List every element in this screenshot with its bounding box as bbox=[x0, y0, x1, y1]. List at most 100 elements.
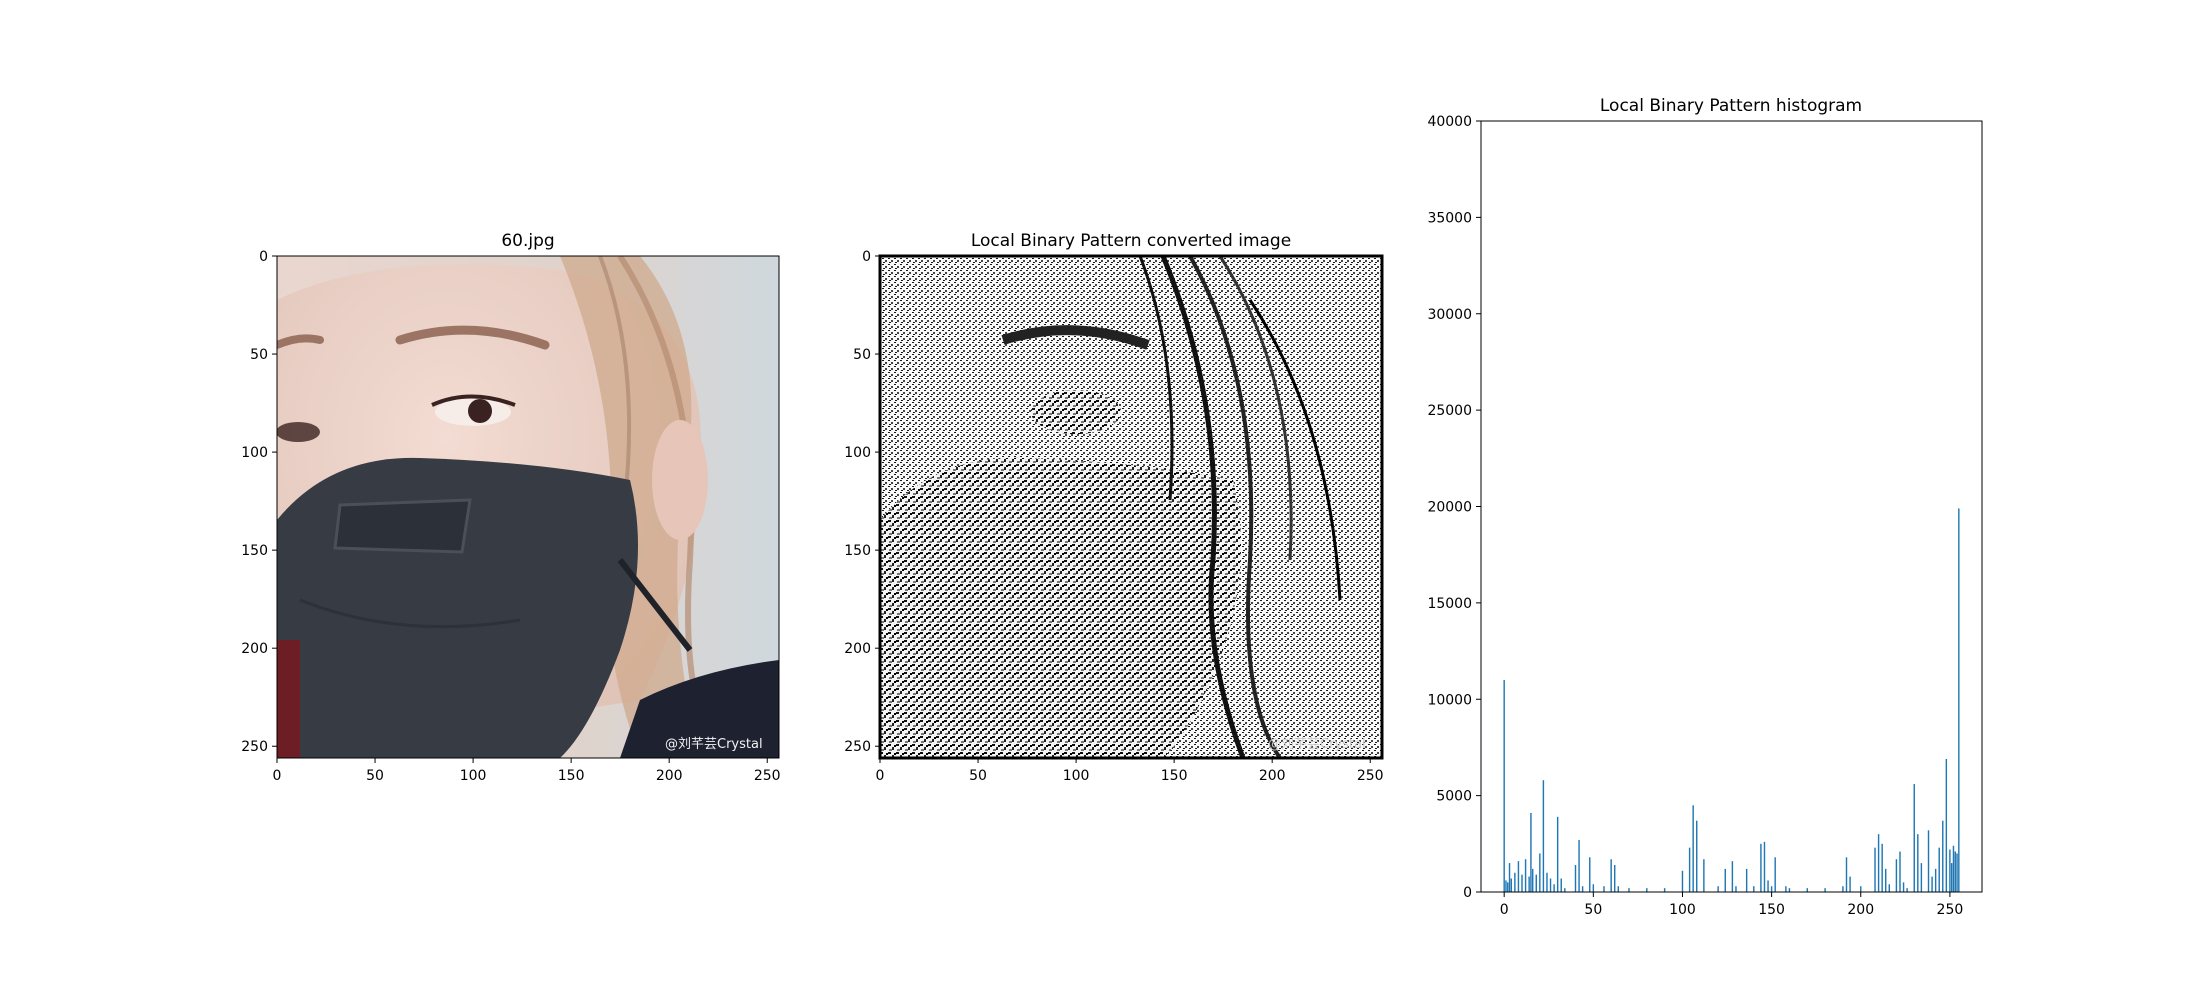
photo-watermark: @刘芊芸Crystal bbox=[665, 736, 763, 752]
histogram-bar bbox=[1954, 851, 1956, 892]
photo-y-tick-label: 200 bbox=[241, 641, 268, 657]
histogram-bar bbox=[1614, 865, 1616, 892]
photo-y-tick-label: 0 bbox=[259, 249, 268, 265]
panel-histogram: Local Binary Pattern histogram 0 50 100 150… bbox=[1427, 96, 1983, 918]
histogram-bar bbox=[1581, 886, 1584, 892]
photo-title: 60.jpg bbox=[501, 231, 554, 251]
histogram-axes-frame bbox=[1480, 120, 1983, 893]
histogram-x-tick-label: 50 bbox=[1584, 902, 1602, 918]
histogram-bar bbox=[1646, 888, 1648, 892]
photo-y-tick-label: 50 bbox=[250, 347, 268, 363]
photo-y-ticks: 0 50 100 150 200 250 bbox=[241, 249, 277, 755]
histogram-bar bbox=[1824, 888, 1826, 892]
panel-lbp-image: Local Binary Pattern converted image @刘芊… bbox=[844, 231, 1383, 784]
histogram-bar bbox=[1931, 876, 1933, 892]
histogram-bar bbox=[1578, 839, 1580, 892]
histogram-bar bbox=[1950, 863, 1953, 892]
histogram-bar bbox=[1681, 870, 1684, 892]
histogram-bar bbox=[1617, 886, 1619, 892]
panel-original-photo: 60.jpg @刘芊芸Cry bbox=[241, 231, 780, 784]
histogram-y-tick-label: 10000 bbox=[1427, 692, 1472, 708]
histogram-title: Local Binary Pattern histogram bbox=[1600, 96, 1862, 116]
histogram-y-tick-label: 25000 bbox=[1427, 403, 1472, 419]
photo-x-tick-label: 250 bbox=[754, 768, 781, 784]
histogram-bar bbox=[1735, 886, 1737, 892]
histogram-bar bbox=[1539, 853, 1541, 892]
histogram-bar bbox=[1938, 847, 1940, 892]
histogram-bar bbox=[1628, 888, 1630, 892]
histogram-bar bbox=[1530, 812, 1532, 892]
histogram-y-tick-label: 20000 bbox=[1427, 500, 1472, 516]
lbp-x-tick-label: 100 bbox=[1063, 768, 1090, 784]
photo-x-tick-label: 150 bbox=[558, 768, 585, 784]
histogram-bar bbox=[1770, 886, 1773, 892]
histogram-bar bbox=[1902, 882, 1905, 892]
histogram-bar bbox=[1692, 805, 1694, 892]
histogram-x-tick-label: 0 bbox=[1500, 902, 1509, 918]
histogram-bar bbox=[1785, 886, 1787, 892]
photo-image: @刘芊芸Crystal bbox=[277, 256, 779, 758]
histogram-x-tick-label: 150 bbox=[1758, 902, 1785, 918]
lbp-y-tick-label: 250 bbox=[844, 739, 871, 755]
histogram-bar bbox=[1745, 868, 1748, 892]
histogram-bar bbox=[1521, 874, 1523, 892]
histogram-bar bbox=[1696, 820, 1698, 892]
histogram-bar bbox=[1528, 876, 1530, 892]
histogram-y-tick-label: 5000 bbox=[1436, 789, 1472, 805]
histogram-bar bbox=[1503, 679, 1505, 892]
histogram-bar bbox=[1877, 834, 1880, 892]
histogram-bar bbox=[1952, 845, 1955, 892]
histogram-bar bbox=[1906, 888, 1908, 892]
histogram-bar bbox=[1788, 888, 1791, 892]
histogram-bar bbox=[1589, 857, 1591, 892]
histogram-bar bbox=[1934, 868, 1937, 892]
histogram-bar bbox=[1556, 816, 1559, 892]
histogram-x-tick-label: 250 bbox=[1937, 902, 1964, 918]
histogram-bar bbox=[1753, 886, 1755, 892]
histogram-bar bbox=[1956, 853, 1958, 892]
photo-y-tick-label: 100 bbox=[241, 445, 268, 461]
histogram-bar bbox=[1774, 857, 1776, 892]
histogram-y-tick-label: 0 bbox=[1463, 885, 1472, 901]
lbp-y-tick-label: 150 bbox=[844, 543, 871, 559]
histogram-bar bbox=[1663, 888, 1666, 892]
lbp-y-tick-label: 0 bbox=[862, 249, 871, 265]
histogram-bar bbox=[1549, 878, 1552, 892]
histogram-bar bbox=[1885, 868, 1887, 892]
histogram-bar bbox=[1874, 847, 1876, 892]
histogram-bar bbox=[1860, 886, 1862, 892]
histogram-bar bbox=[1517, 861, 1520, 892]
histogram-bar bbox=[1899, 851, 1901, 892]
histogram-bar bbox=[1505, 880, 1507, 892]
histogram-bar bbox=[1763, 841, 1766, 892]
histogram-bars bbox=[1503, 508, 1960, 892]
histogram-x-tick-label: 100 bbox=[1669, 902, 1696, 918]
histogram-bar bbox=[1514, 872, 1516, 892]
histogram-y-tick-label: 35000 bbox=[1427, 210, 1472, 226]
lbp-x-tick-label: 200 bbox=[1259, 768, 1286, 784]
histogram-bar bbox=[1913, 784, 1915, 892]
lbp-image: @刘芊芸Crystal bbox=[880, 256, 1382, 758]
histogram-bar bbox=[1717, 886, 1719, 892]
histogram-bar bbox=[1760, 843, 1762, 892]
lbp-x-tick-label: 250 bbox=[1357, 768, 1384, 784]
histogram-bar bbox=[1888, 884, 1891, 892]
lbp-y-tick-label: 200 bbox=[844, 641, 871, 657]
lbp-y-ticks: 0 50 100 150 200 250 bbox=[844, 249, 880, 755]
histogram-bar bbox=[1724, 868, 1726, 892]
histogram-y-tick-label: 15000 bbox=[1427, 596, 1472, 612]
histogram-y-tick-label: 40000 bbox=[1427, 114, 1472, 130]
histogram-bar bbox=[1508, 863, 1511, 892]
lbp-x-tick-label: 150 bbox=[1161, 768, 1188, 784]
histogram-bar bbox=[1560, 878, 1562, 892]
histogram-y-ticks: 0 5000 10000 15000 20000 25000 30000 35000 40000 bbox=[1427, 114, 1481, 901]
histogram-bar bbox=[1610, 859, 1612, 892]
histogram-bar bbox=[1592, 884, 1595, 892]
lbp-x-tick-label: 0 bbox=[876, 768, 885, 784]
histogram-bar bbox=[1510, 878, 1513, 892]
photo-x-ticks: 0 50 100 150 200 250 bbox=[273, 758, 781, 784]
lbp-y-tick-label: 50 bbox=[853, 347, 871, 363]
histogram-bar bbox=[1842, 886, 1844, 892]
photo-y-tick-label: 250 bbox=[241, 739, 268, 755]
